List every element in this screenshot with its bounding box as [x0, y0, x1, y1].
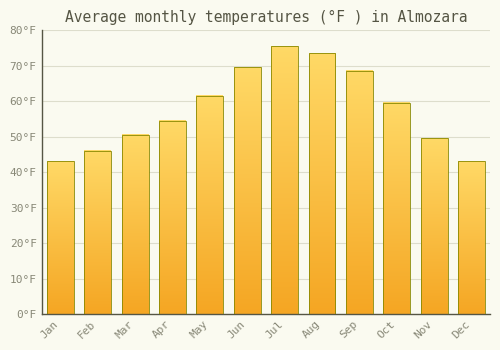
- Bar: [346, 71, 373, 314]
- Bar: [122, 135, 148, 314]
- Bar: [308, 53, 336, 314]
- Bar: [159, 121, 186, 314]
- Bar: [271, 46, 298, 314]
- Bar: [234, 67, 260, 314]
- Bar: [420, 138, 448, 314]
- Bar: [384, 103, 410, 314]
- Bar: [47, 161, 74, 314]
- Bar: [458, 161, 485, 314]
- Bar: [196, 96, 224, 314]
- Bar: [84, 151, 111, 314]
- Title: Average monthly temperatures (°F ) in Almozara: Average monthly temperatures (°F ) in Al…: [64, 10, 467, 25]
